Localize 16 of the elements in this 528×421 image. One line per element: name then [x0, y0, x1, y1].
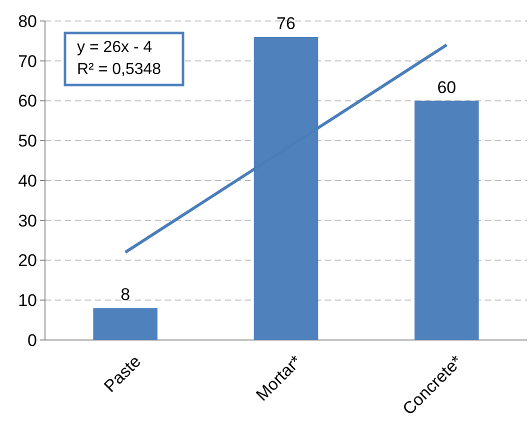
- data-label: 60: [437, 78, 456, 97]
- y-tick-label: 50: [18, 132, 37, 151]
- data-label: 76: [276, 14, 296, 33]
- y-tick-label: 0: [28, 330, 37, 350]
- bar: [93, 308, 158, 340]
- y-tick-label: 10: [18, 291, 37, 310]
- annotation: R² = 0,5348: [77, 61, 162, 78]
- bar: [414, 100, 479, 340]
- y-tick-label: 70: [18, 52, 37, 71]
- y-tick-label: 60: [18, 92, 37, 111]
- y-tick-label: 20: [18, 251, 37, 270]
- annotation: y = 26x - 4: [77, 39, 152, 56]
- data-label: 8: [120, 285, 130, 304]
- y-tick-label: 80: [18, 12, 37, 31]
- y-tick-label: 40: [18, 171, 37, 190]
- y-tick-label: 30: [18, 211, 37, 230]
